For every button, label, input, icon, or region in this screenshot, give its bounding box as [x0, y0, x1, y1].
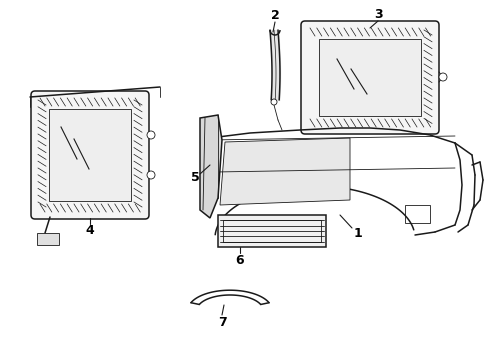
Text: 6: 6	[236, 253, 245, 266]
Bar	[223, 220, 321, 242]
Circle shape	[271, 99, 277, 105]
Circle shape	[147, 131, 155, 139]
Circle shape	[439, 73, 447, 81]
Bar	[405, 205, 430, 223]
Text: 4: 4	[86, 224, 95, 237]
Text: 5: 5	[191, 171, 199, 184]
Bar	[218, 215, 326, 247]
FancyBboxPatch shape	[301, 21, 439, 134]
Text: 1: 1	[354, 226, 363, 239]
Text: 2: 2	[270, 9, 279, 22]
Bar	[37, 233, 59, 245]
Bar	[319, 39, 421, 116]
Circle shape	[147, 171, 155, 179]
Text: 7: 7	[218, 315, 226, 328]
FancyBboxPatch shape	[31, 91, 149, 219]
Text: 3: 3	[374, 8, 382, 21]
Bar	[49, 109, 131, 201]
Polygon shape	[220, 138, 350, 205]
Polygon shape	[200, 115, 222, 218]
